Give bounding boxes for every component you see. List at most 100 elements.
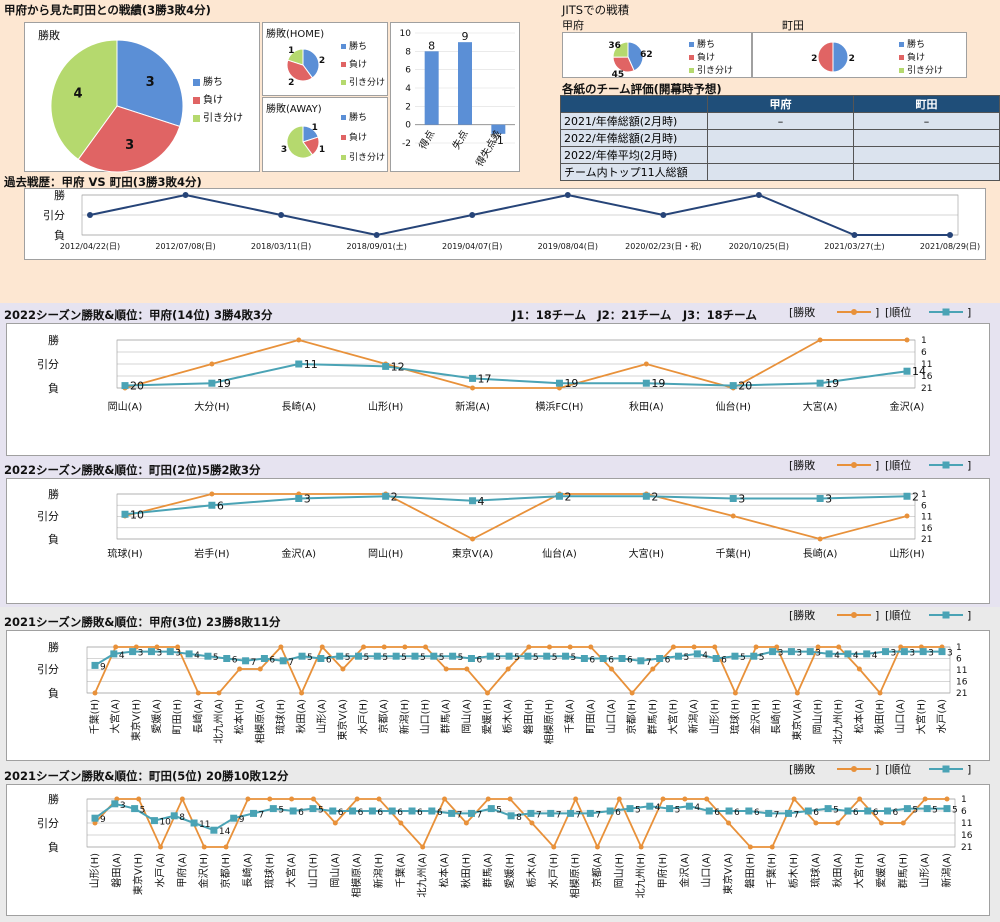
x-tick-label: 得点 [417,128,437,151]
legend-result-marker [851,309,857,315]
rank-data-label: 4 [694,803,700,813]
rank-data-label: 5 [458,653,464,663]
x-tick-label: 新潟(A) [940,853,953,888]
rank-data-label: 5 [495,653,501,663]
pie-slice [627,41,644,72]
eval-header-machida: 町田 [853,95,1000,113]
legend-rank-marker [942,765,950,773]
away-legend-win-label: 勝ち [349,113,368,123]
away-legend-draw-label: 引き分け [349,153,386,163]
rank-data-label: 3 [304,493,311,506]
pie-data-label: 4 [74,86,83,101]
y-level-label: 勝 [48,640,59,654]
result-point [209,491,215,497]
legend-result-label: [勝敗 [789,608,815,622]
away-legend-loss: 負け [341,130,367,143]
rank-point [618,655,626,662]
result-point [354,796,360,802]
x-tick-label: 磐田(A) [110,853,123,888]
legend-win: 勝ち [193,73,223,88]
y-level-label: 勝 [48,792,59,806]
rank-data-label: 12 [391,360,405,373]
x-tick-label: 京都(H) [625,699,638,734]
result-point [691,644,697,650]
x-tick-label: 失点 [449,128,470,152]
rank-point [317,655,325,662]
rank-point [555,492,563,500]
jm-legend-win: 勝ち [899,37,925,50]
result-point [643,361,649,367]
rank-point [185,650,193,658]
rank-point [467,809,475,817]
result-line [124,493,908,541]
result-point [267,796,273,802]
x-tick-label: 北九州(A) [417,853,429,898]
rank-data-label: 6 [714,808,720,818]
x-tick-label: 山形(A) [919,853,931,888]
rank-point [295,360,303,368]
result-point [753,644,759,650]
rank-point [725,807,733,815]
y-level-label: 引分 [37,509,59,523]
x-tick-label: 東京V(A) [452,547,494,560]
result-point [201,844,207,850]
result-point [638,844,644,850]
rank-data-label: 9 [239,815,245,825]
result-point [179,796,185,802]
rank-point [524,652,532,660]
s22k-note: J1：18チーム J2：21チーム J3：18チーム [512,308,757,322]
rank-data-label: 19 [651,377,665,390]
legend-draw-label: 引き分け [203,113,243,124]
plot-frame [116,493,916,540]
rank-data-label: 5 [382,653,388,663]
x-tick-label: 大宮(H) [629,547,664,560]
x-tick-label: 新潟(A) [687,699,700,734]
rank-tick-label: 21 [921,384,932,394]
bar [458,42,472,125]
result-point [836,644,842,650]
plot-frame [86,798,956,848]
result-point [608,666,614,672]
x-tick-label: 2012/04/22(日) [60,242,120,251]
result-line [89,193,950,237]
bar [424,51,439,125]
rank-data-label: 6 [734,808,740,818]
x-tick-label: 相模原(A) [350,853,363,898]
s22k-panel: 勝引分負 1 6 11 16 21 岡山(A) 大分(H) 長崎(A) 山形(H) 新潟(A) 横浜F… [6,305,990,456]
rank-point [208,501,216,509]
legend-rank-bracket: ] [967,459,971,472]
x-tick-label: 町田(H) [173,699,184,734]
rank-data-label: 6 [298,808,304,818]
result-point [402,644,408,650]
result-point [154,644,160,650]
x-tick-label: 東京V(H) [129,699,142,741]
eval-cell-machida [853,146,1000,164]
result-point [237,666,243,672]
result-point [682,796,688,802]
eval-row-label: チーム内トップ11人総額 [560,163,708,181]
y-tick-label: 4 [405,84,411,94]
x-tick-label: 山形(A) [316,699,328,734]
rank-data-label: 7 [793,810,799,820]
bar-value-label: 9 [462,30,469,43]
rank-point [923,805,931,813]
legend-rank-bracket: ] [967,763,971,776]
result-line [124,339,907,389]
x-tick-label: 琉球(H) [728,699,741,734]
x-tick-label: 2020/02/23(日・祝) [625,241,701,251]
y-level-label: 負 [48,533,59,546]
rank-point [543,652,551,660]
y-tick-label: 2 [405,102,411,112]
rank-point [355,652,363,660]
rank-point [250,809,258,817]
rank-tick-label: 1 [921,490,927,500]
rank-point [469,497,477,505]
result-point [398,820,404,826]
rank-point [666,805,674,813]
pie-data-label: 2 [811,54,817,64]
rank-data-label: 7 [556,810,562,820]
away-legend-draw: 引き分け [341,150,385,163]
